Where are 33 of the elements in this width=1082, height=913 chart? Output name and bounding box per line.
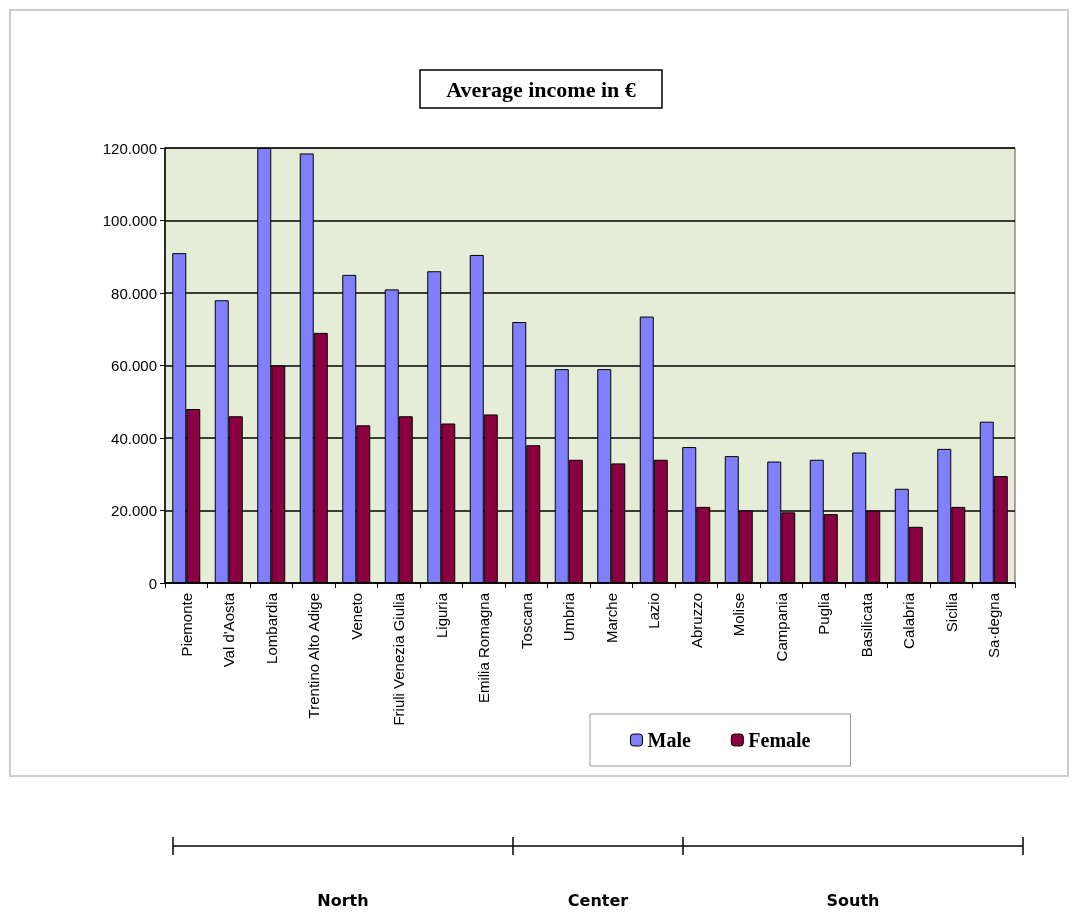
x-tick-label: Lombardia xyxy=(262,592,280,664)
x-tick-label: Umbria xyxy=(560,592,578,642)
y-tick-label: 120.000 xyxy=(102,139,157,157)
x-tick-label: Trentino Alto Adige xyxy=(305,593,323,719)
x-tick-label: Puglia xyxy=(815,592,833,635)
x-tick-label: Veneto xyxy=(347,593,365,640)
legend-label: Male xyxy=(647,729,691,751)
y-tick-label: 80.000 xyxy=(111,284,157,302)
x-tick-label: Piemonte xyxy=(177,593,195,657)
text: Center xyxy=(567,891,629,910)
x-tick-label: Val d'Aosta xyxy=(220,592,238,668)
x-tick-label: Toscana xyxy=(517,592,535,649)
x-tick-label: Abruzzo xyxy=(687,593,705,649)
text: North xyxy=(317,891,369,910)
text: South xyxy=(826,891,880,910)
x-tick-label: Sa·degna xyxy=(985,592,1003,659)
x-tick-label: Basilicata xyxy=(857,592,875,658)
x-tick-label: Sicilia xyxy=(942,592,960,633)
chart-title: Average income in € xyxy=(446,76,636,102)
x-tick-label: Campania xyxy=(772,592,790,662)
legend-label: Female xyxy=(748,729,811,751)
x-tick-label: Marche xyxy=(602,593,620,644)
x-tick-label: Molise xyxy=(730,593,748,637)
y-tick-label: 40.000 xyxy=(111,429,157,447)
x-tick-label: Calabria xyxy=(900,592,918,649)
x-tick-label: Friuli Venezia Giulia xyxy=(390,592,408,726)
x-tick-label: Lazio xyxy=(645,593,663,629)
y-tick-label: 100.000 xyxy=(102,212,157,229)
x-tick-label: Emilia Romagna xyxy=(475,592,493,704)
y-tick-label: 20.000 xyxy=(111,502,157,519)
y-tick-label: 60.000 xyxy=(111,357,157,374)
x-tick-label: Liguria xyxy=(432,592,450,639)
y-tick-label: 0 xyxy=(148,574,157,592)
